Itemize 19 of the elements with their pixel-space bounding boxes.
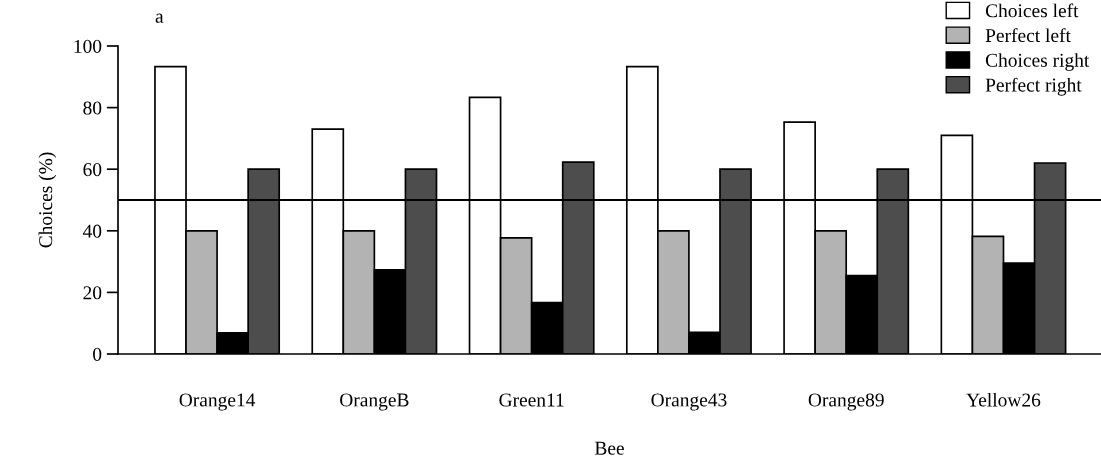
y-axis-title: Choices (%) bbox=[38, 152, 57, 248]
text: a bbox=[155, 13, 164, 23]
x-tick-label: Green11 bbox=[499, 393, 564, 407]
x-tick-label: Orange43 bbox=[651, 393, 727, 411]
y-tick-label: 0 bbox=[93, 347, 102, 361]
x-tick-label: Yellow26 bbox=[966, 392, 1041, 407]
y-tick-label: 20 bbox=[83, 286, 102, 300]
y-tick-label: 40 bbox=[82, 224, 102, 238]
x-tick-label: Orange14 bbox=[179, 393, 256, 411]
x-axis-title: Bee bbox=[594, 441, 624, 455]
y-tick-label: 80 bbox=[83, 101, 102, 115]
y-tick-label: 100 bbox=[74, 39, 102, 53]
x-tick-label: OrangeB bbox=[340, 393, 409, 411]
legend-label: Choices right bbox=[985, 53, 1090, 71]
y-tick-label: 60 bbox=[83, 163, 102, 177]
legend-label: Perfect right bbox=[985, 77, 1082, 96]
legend-label: Perfect left bbox=[985, 28, 1071, 43]
x-tick-label: Orange89 bbox=[808, 393, 884, 411]
legend-label: Choices left bbox=[985, 3, 1079, 18]
